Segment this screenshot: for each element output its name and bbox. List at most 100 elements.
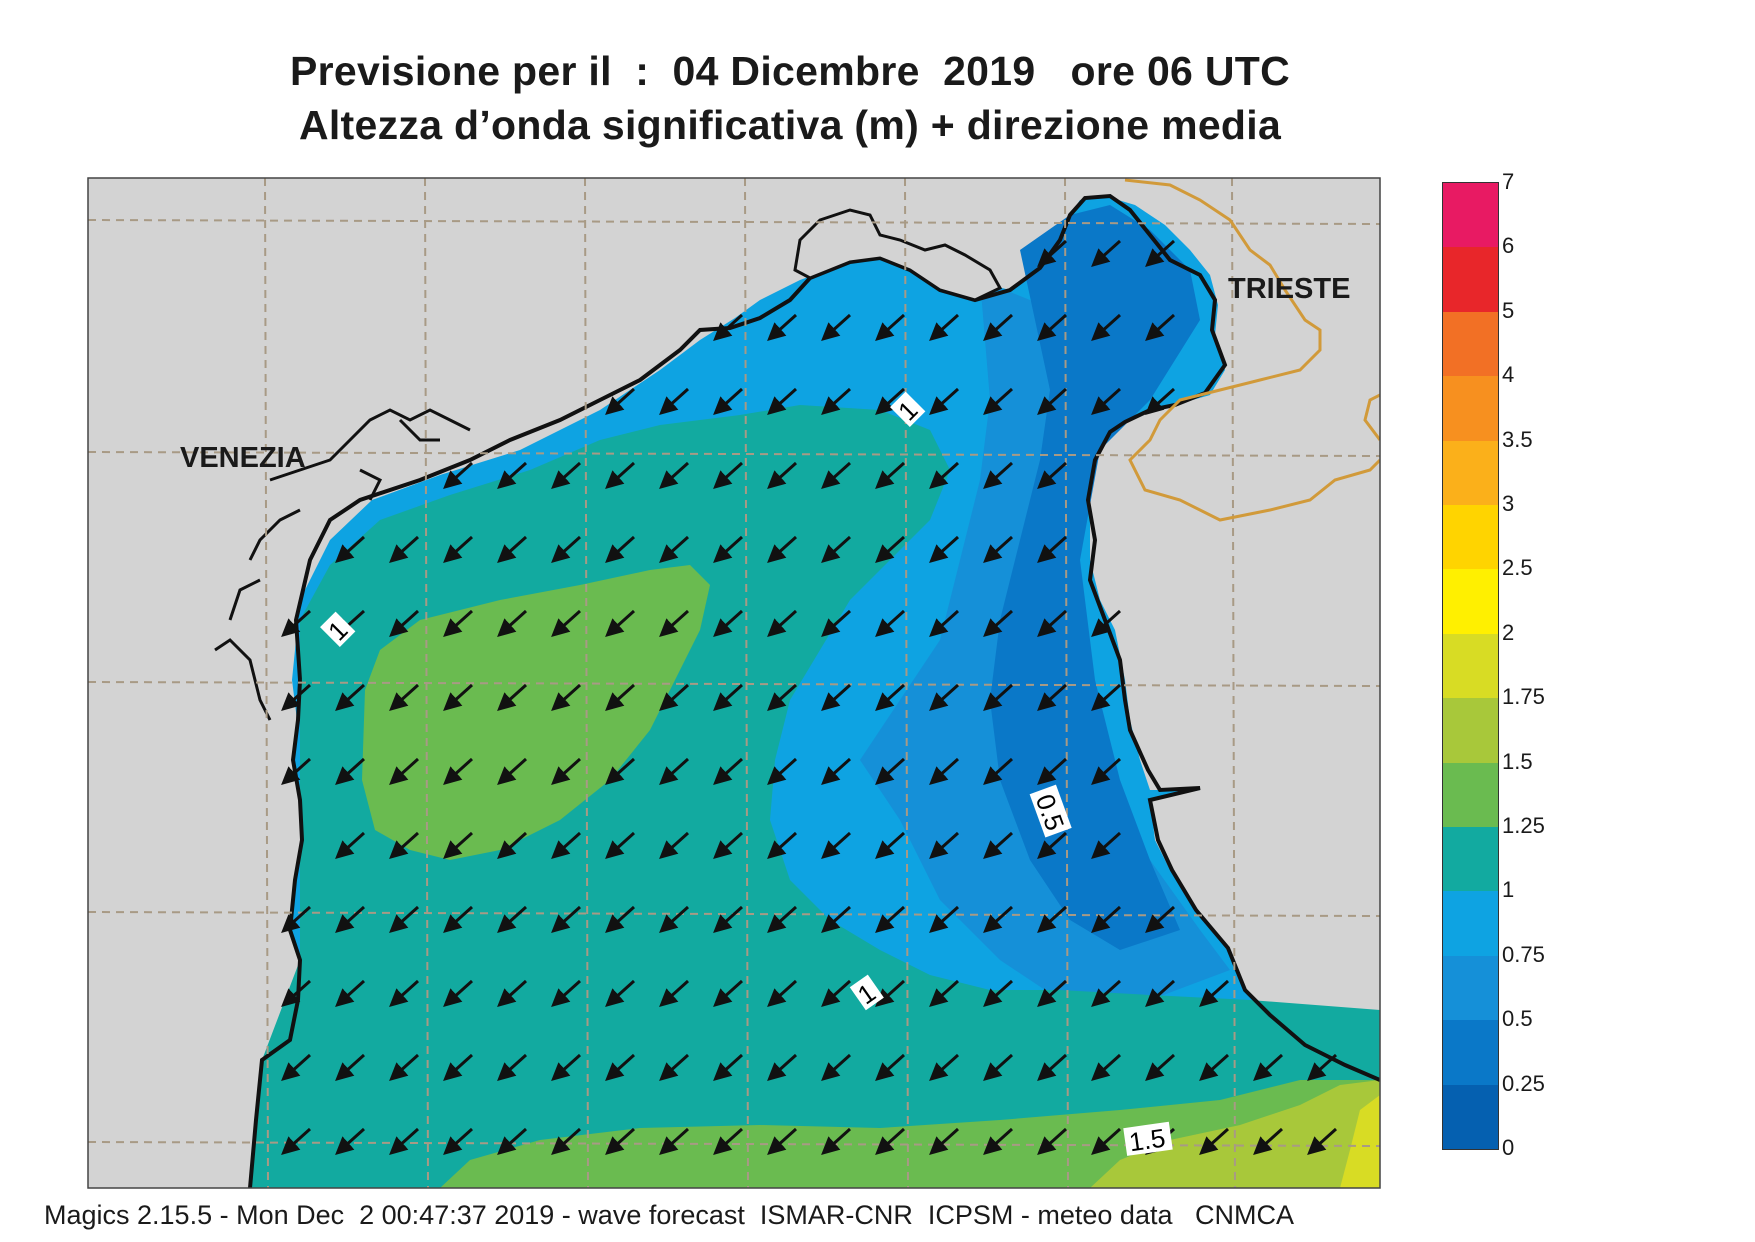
wave-direction-arrow xyxy=(713,905,744,934)
wave-direction-arrow xyxy=(659,1053,690,1082)
sea-band-1-25 xyxy=(362,565,710,860)
wave-direction-arrow xyxy=(497,609,528,638)
wave-direction-arrow xyxy=(713,757,744,786)
wave-direction-arrow xyxy=(443,609,474,638)
wave-direction-arrow xyxy=(389,683,420,712)
sea-band-lower xyxy=(990,205,1200,950)
wave-direction-arrow xyxy=(1307,1053,1338,1082)
legend-swatch xyxy=(1443,762,1498,827)
contour-label: 1.5 xyxy=(1127,1123,1167,1158)
wave-direction-arrow xyxy=(497,1127,528,1156)
legend-level-label: 1.75 xyxy=(1502,684,1545,710)
wave-direction-arrow xyxy=(1199,1053,1230,1082)
wave-direction-arrow xyxy=(1037,831,1068,860)
wave-direction-arrow xyxy=(389,609,420,638)
legend-swatch xyxy=(1443,1020,1498,1085)
wave-direction-arrow xyxy=(875,757,906,786)
wave-direction-arrow xyxy=(875,683,906,712)
wave-direction-arrow xyxy=(497,461,528,490)
wave-direction-arrow xyxy=(335,979,366,1008)
wave-direction-arrow xyxy=(389,905,420,934)
legend-swatch xyxy=(1443,504,1498,570)
wave-direction-arrow xyxy=(551,683,582,712)
wave-direction-arrow xyxy=(443,535,474,564)
country-border xyxy=(1124,178,1380,522)
legend-level-label: 5 xyxy=(1502,297,1515,323)
wave-direction-arrow xyxy=(821,683,852,712)
wave-direction-arrow xyxy=(929,757,960,786)
wave-direction-arrow xyxy=(767,1127,798,1156)
legend-swatch xyxy=(1443,182,1498,248)
wave-direction-arrow xyxy=(1091,1127,1122,1156)
wave-direction-arrow xyxy=(389,979,420,1008)
wave-direction-arrows xyxy=(281,239,1338,1156)
legend-swatch xyxy=(1443,698,1498,763)
wave-direction-arrow xyxy=(713,1127,744,1156)
wave-direction-arrow xyxy=(1091,831,1122,860)
wave-direction-arrow xyxy=(983,831,1014,860)
wave-direction-arrow xyxy=(1091,757,1122,786)
wave-direction-arrow xyxy=(659,683,690,712)
wave-direction-arrow xyxy=(389,1053,420,1082)
wave-direction-arrow xyxy=(713,313,744,342)
wave-direction-arrow xyxy=(1037,387,1068,416)
wave-direction-arrow xyxy=(551,905,582,934)
wave-direction-arrow xyxy=(1037,239,1068,268)
wave-direction-arrow xyxy=(335,535,366,564)
wave-direction-arrow xyxy=(821,831,852,860)
wave-direction-arrow xyxy=(605,387,636,416)
wave-direction-arrow xyxy=(659,1127,690,1156)
legend-swatch xyxy=(1443,633,1498,699)
wave-direction-arrow xyxy=(875,387,906,416)
wave-direction-arrow xyxy=(767,387,798,416)
wave-direction-arrow xyxy=(929,683,960,712)
legend-level-label: 0.75 xyxy=(1502,941,1545,967)
wave-direction-arrow xyxy=(551,979,582,1008)
wave-direction-arrow xyxy=(875,609,906,638)
legend-swatch xyxy=(1443,311,1498,377)
wave-direction-arrow xyxy=(659,757,690,786)
wave-direction-arrow xyxy=(821,1127,852,1156)
wave-direction-arrow xyxy=(497,757,528,786)
istria-peninsula xyxy=(793,208,1003,302)
wave-direction-arrow xyxy=(281,905,312,934)
wave-direction-arrow xyxy=(281,683,312,712)
wave-direction-arrow xyxy=(551,831,582,860)
wave-direction-arrow xyxy=(1037,757,1068,786)
wave-direction-arrow xyxy=(605,831,636,860)
wave-direction-arrow xyxy=(1091,239,1122,268)
legend-level-label: 2.5 xyxy=(1502,555,1533,581)
legend-level-label: 6 xyxy=(1502,233,1515,259)
wave-direction-arrow xyxy=(335,683,366,712)
wave-direction-arrow xyxy=(1253,1053,1284,1082)
wave-direction-arrow xyxy=(1091,905,1122,934)
wave-direction-arrow xyxy=(1037,683,1068,712)
wave-direction-arrow xyxy=(389,757,420,786)
wave-direction-arrow xyxy=(929,461,960,490)
wave-direction-arrow xyxy=(983,387,1014,416)
wave-direction-arrow xyxy=(821,757,852,786)
wave-direction-arrow xyxy=(551,609,582,638)
wave-direction-arrow xyxy=(605,1127,636,1156)
legend-swatch xyxy=(1443,891,1498,956)
wave-direction-arrow xyxy=(1037,535,1068,564)
wave-direction-arrow xyxy=(335,1127,366,1156)
wave-direction-arrow xyxy=(713,609,744,638)
wave-direction-arrow xyxy=(929,1053,960,1082)
wave-direction-arrow xyxy=(767,1053,798,1082)
wave-direction-arrow xyxy=(875,1127,906,1156)
legend-swatch xyxy=(1443,826,1498,892)
wave-direction-arrow xyxy=(929,387,960,416)
wave-direction-arrow xyxy=(929,831,960,860)
wave-direction-arrow xyxy=(1037,905,1068,934)
wave-direction-arrow xyxy=(497,905,528,934)
wave-direction-arrow xyxy=(821,387,852,416)
wave-direction-arrow xyxy=(929,905,960,934)
wave-direction-arrow xyxy=(821,979,852,1008)
legend-swatch xyxy=(1443,955,1498,1021)
wave-direction-arrow xyxy=(767,757,798,786)
footer-credits: Magics 2.15.5 - Mon Dec 2 00:47:37 2019 … xyxy=(44,1200,1294,1230)
map-subtitle: Altezza d’onda significativa (m) + direz… xyxy=(298,102,1282,148)
wave-direction-arrow xyxy=(659,609,690,638)
wave-direction-arrow xyxy=(875,979,906,1008)
